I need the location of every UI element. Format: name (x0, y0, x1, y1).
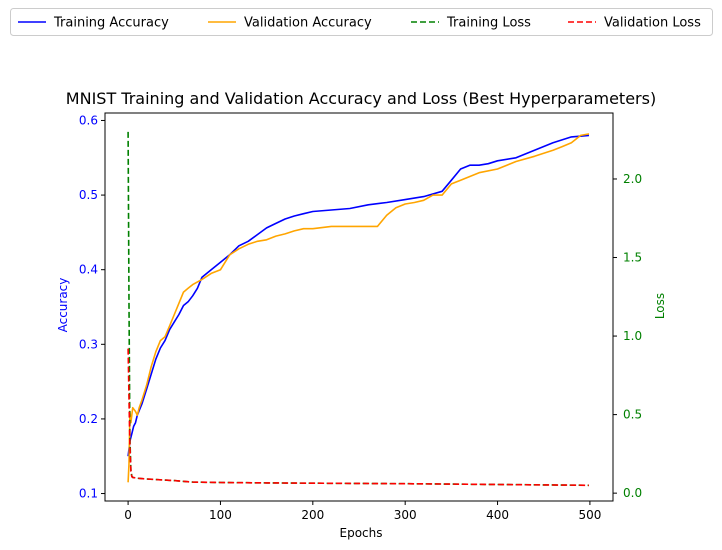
left-tick-label: 0.3 (79, 337, 98, 351)
x-tick-label: 500 (578, 508, 601, 522)
series-line-training-loss (127, 131, 590, 487)
x-tick-label: 300 (394, 508, 417, 522)
left-tick-label: 0.1 (79, 487, 98, 501)
legend-label-validation-accuracy: Validation Accuracy (244, 16, 372, 31)
right-tick-label: 0.5 (623, 408, 642, 422)
plot-frame (104, 112, 614, 502)
series-line-training-accuracy (127, 134, 590, 457)
legend: Training Accuracy Validation Accuracy Tr… (10, 8, 713, 36)
x-tick-label: 100 (209, 508, 232, 522)
legend-label-training-loss: Training Loss (446, 16, 531, 31)
legend-frame (10, 8, 713, 36)
series-layer (127, 131, 590, 487)
ticks-layer: 0 100 200 300 400 500 0.1 0.2 0.3 0.4 0.5 0.6 0.0 0.5… (79, 113, 642, 522)
left-axis-label: Accuracy (56, 278, 70, 333)
x-tick-label: 0 (124, 508, 132, 522)
x-axis-label: Epochs (340, 526, 383, 540)
right-tick-label: 0.0 (623, 486, 642, 500)
series-line-validation-accuracy (127, 133, 590, 483)
x-tick-label: 400 (486, 508, 509, 522)
right-tick-label: 1.5 (623, 251, 642, 265)
left-tick-label: 0.5 (79, 188, 98, 202)
legend-label-training-accuracy: Training Accuracy (53, 16, 169, 31)
left-tick-label: 0.2 (79, 412, 98, 426)
right-axis-label: Loss (653, 293, 667, 319)
right-tick-label: 2.0 (623, 172, 642, 186)
x-tick-label: 200 (301, 508, 324, 522)
left-tick-label: 0.6 (79, 113, 98, 127)
chart-title: MNIST Training and Validation Accuracy a… (66, 89, 656, 108)
series-line-validation-loss (127, 348, 590, 487)
left-tick-label: 0.4 (79, 263, 98, 277)
legend-label-validation-loss: Validation Loss (604, 16, 701, 31)
right-tick-label: 1.0 (623, 329, 642, 343)
